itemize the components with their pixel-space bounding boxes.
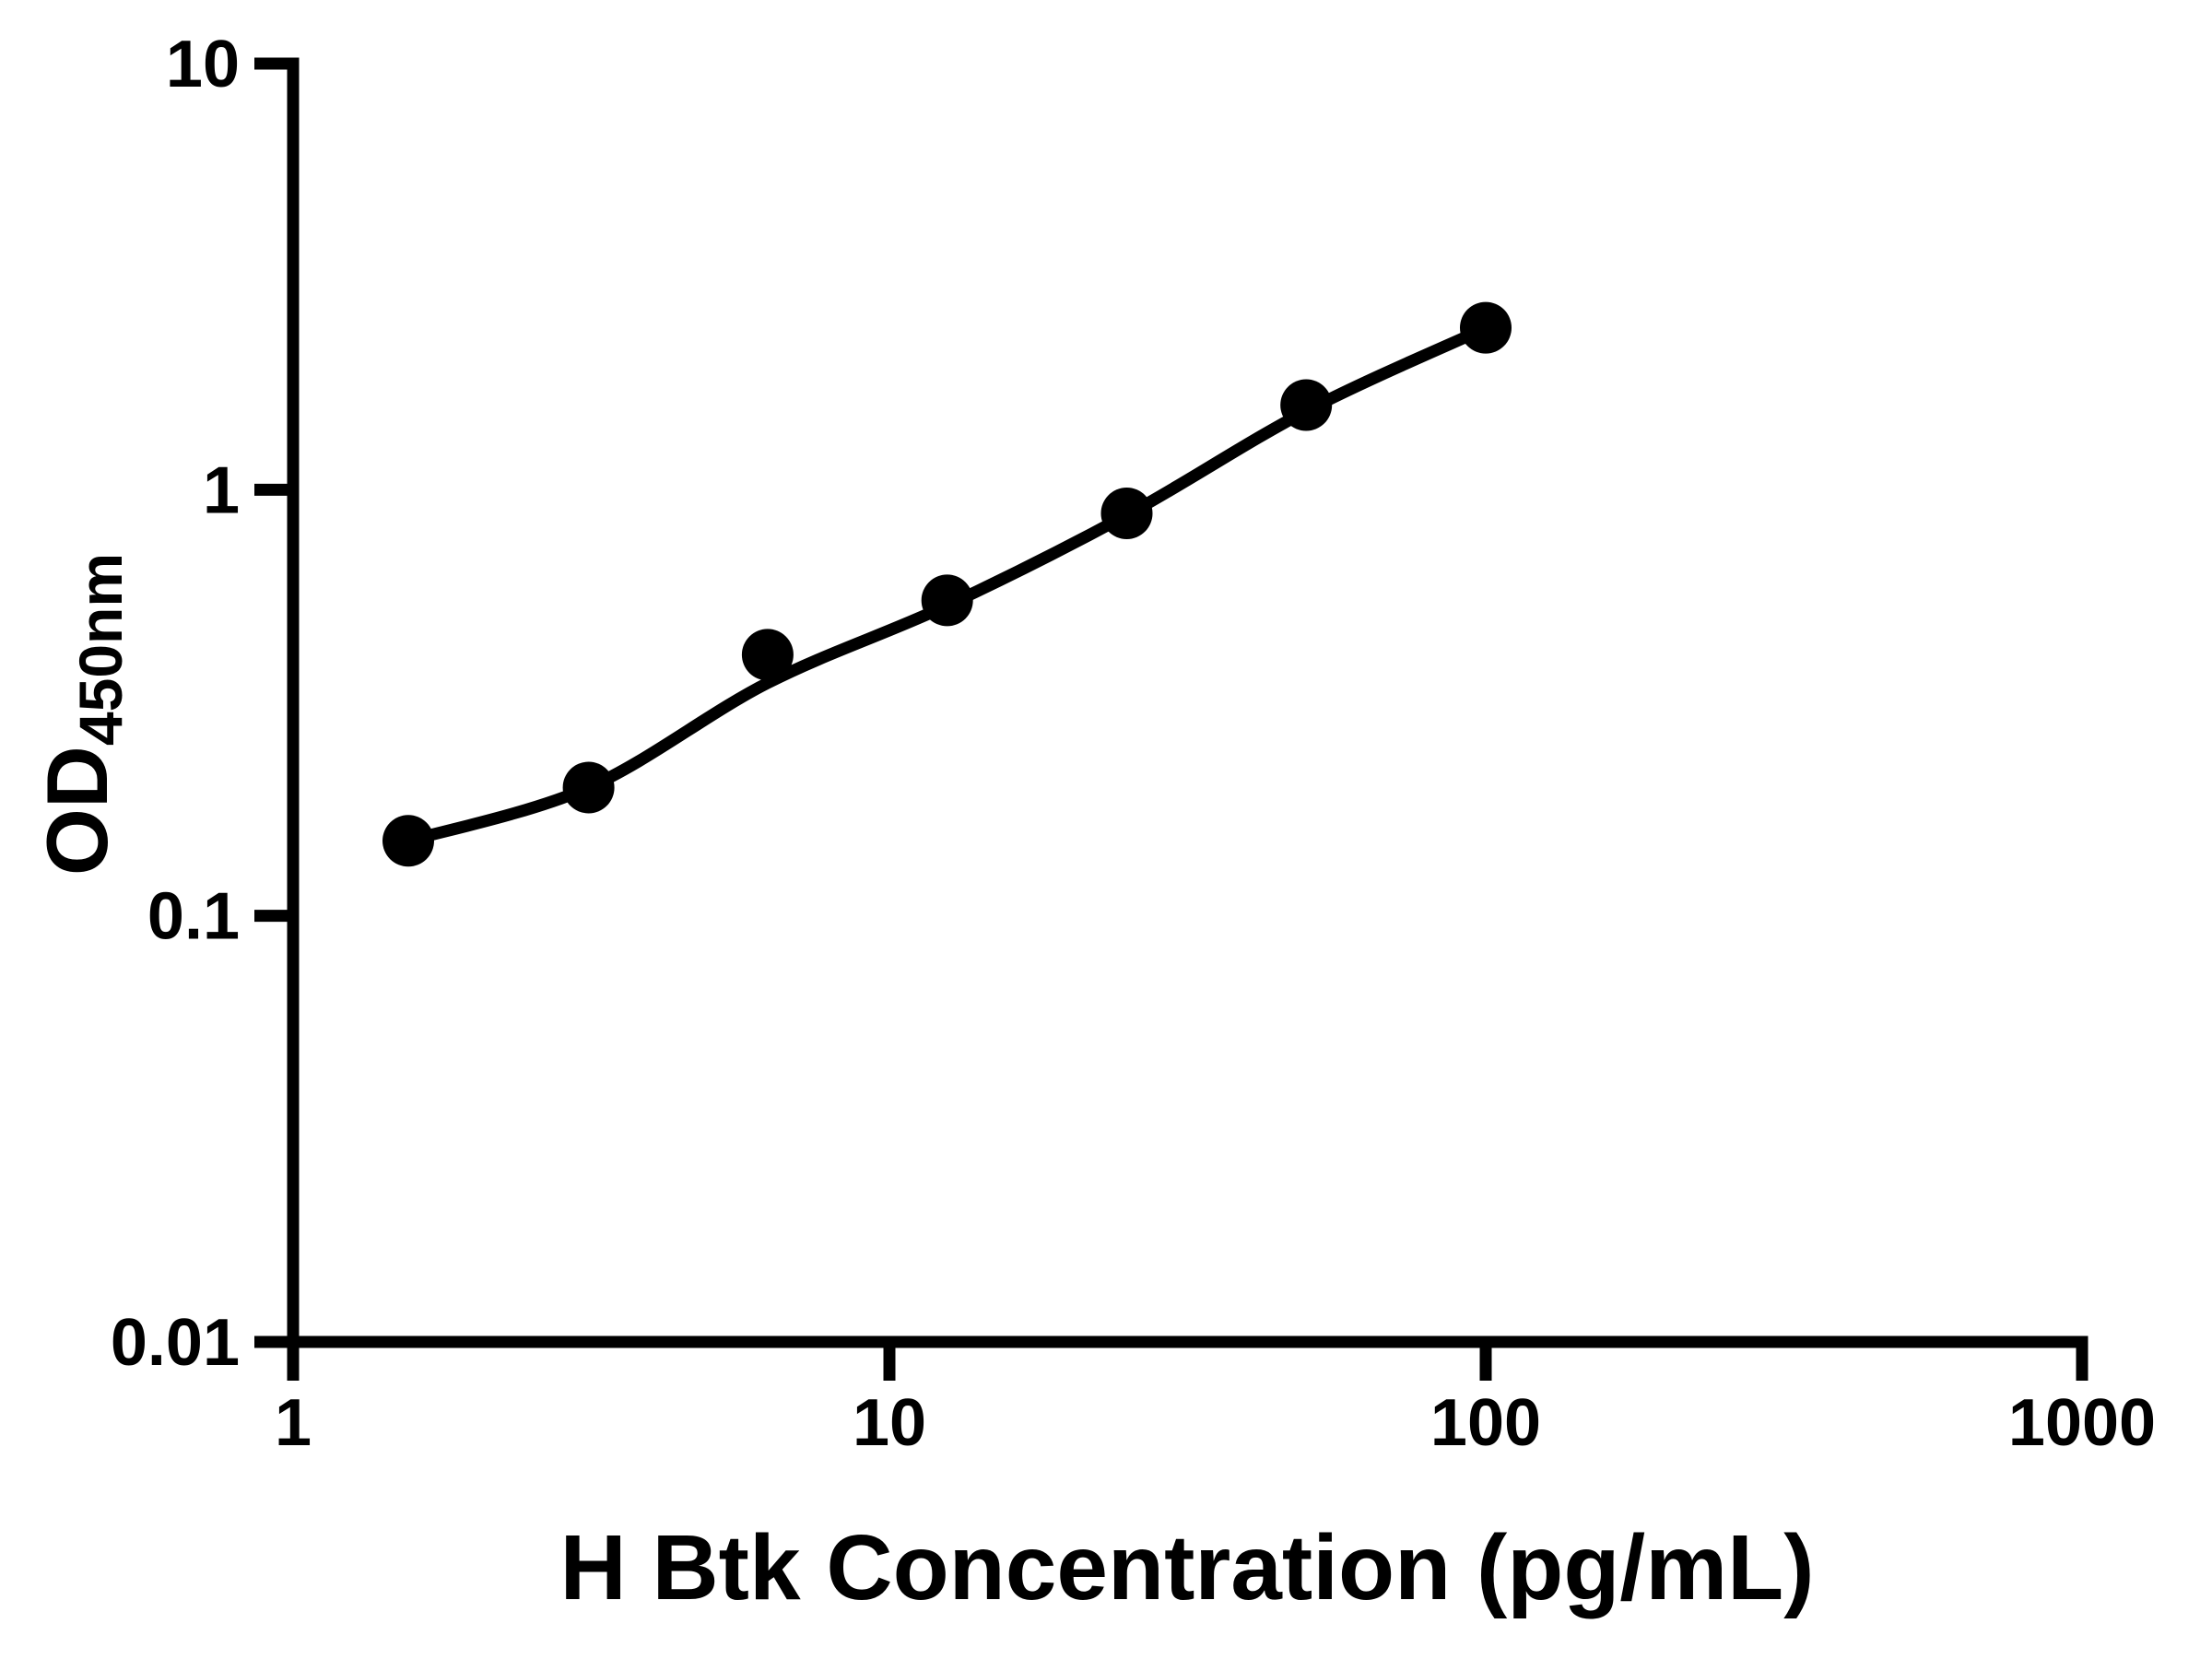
x-tick-label: 1000 bbox=[2008, 1386, 2156, 1460]
y-tick-label: 1 bbox=[203, 453, 240, 527]
data-point-marker bbox=[921, 574, 973, 627]
y-axis-ticks: 10 1 0.1 0.01 bbox=[111, 28, 293, 1380]
x-tick-label: 10 bbox=[853, 1386, 926, 1460]
y-axis-title-subscript: 450nm bbox=[66, 553, 135, 746]
y-tick-label: 0.01 bbox=[111, 1306, 240, 1380]
y-axis-title-main: OD bbox=[29, 746, 125, 876]
data-point-marker bbox=[1280, 379, 1333, 431]
x-axis-ticks: 1 10 100 1000 bbox=[275, 1342, 2156, 1460]
y-tick-label: 10 bbox=[166, 28, 240, 101]
data-point-marker bbox=[741, 629, 794, 681]
x-axis-title: H Btk Concentration (pg/mL) bbox=[559, 1516, 1814, 1619]
x-tick-label: 1 bbox=[275, 1386, 312, 1460]
data-point-marker bbox=[1460, 301, 1512, 354]
data-points bbox=[382, 301, 1512, 867]
x-tick-label: 100 bbox=[1430, 1386, 1541, 1460]
y-axis-title: OD450nm bbox=[29, 553, 135, 876]
data-point-marker bbox=[382, 815, 434, 867]
y-tick-label: 0.1 bbox=[147, 880, 240, 954]
data-point-marker bbox=[1100, 488, 1153, 539]
data-point-marker bbox=[562, 761, 615, 814]
